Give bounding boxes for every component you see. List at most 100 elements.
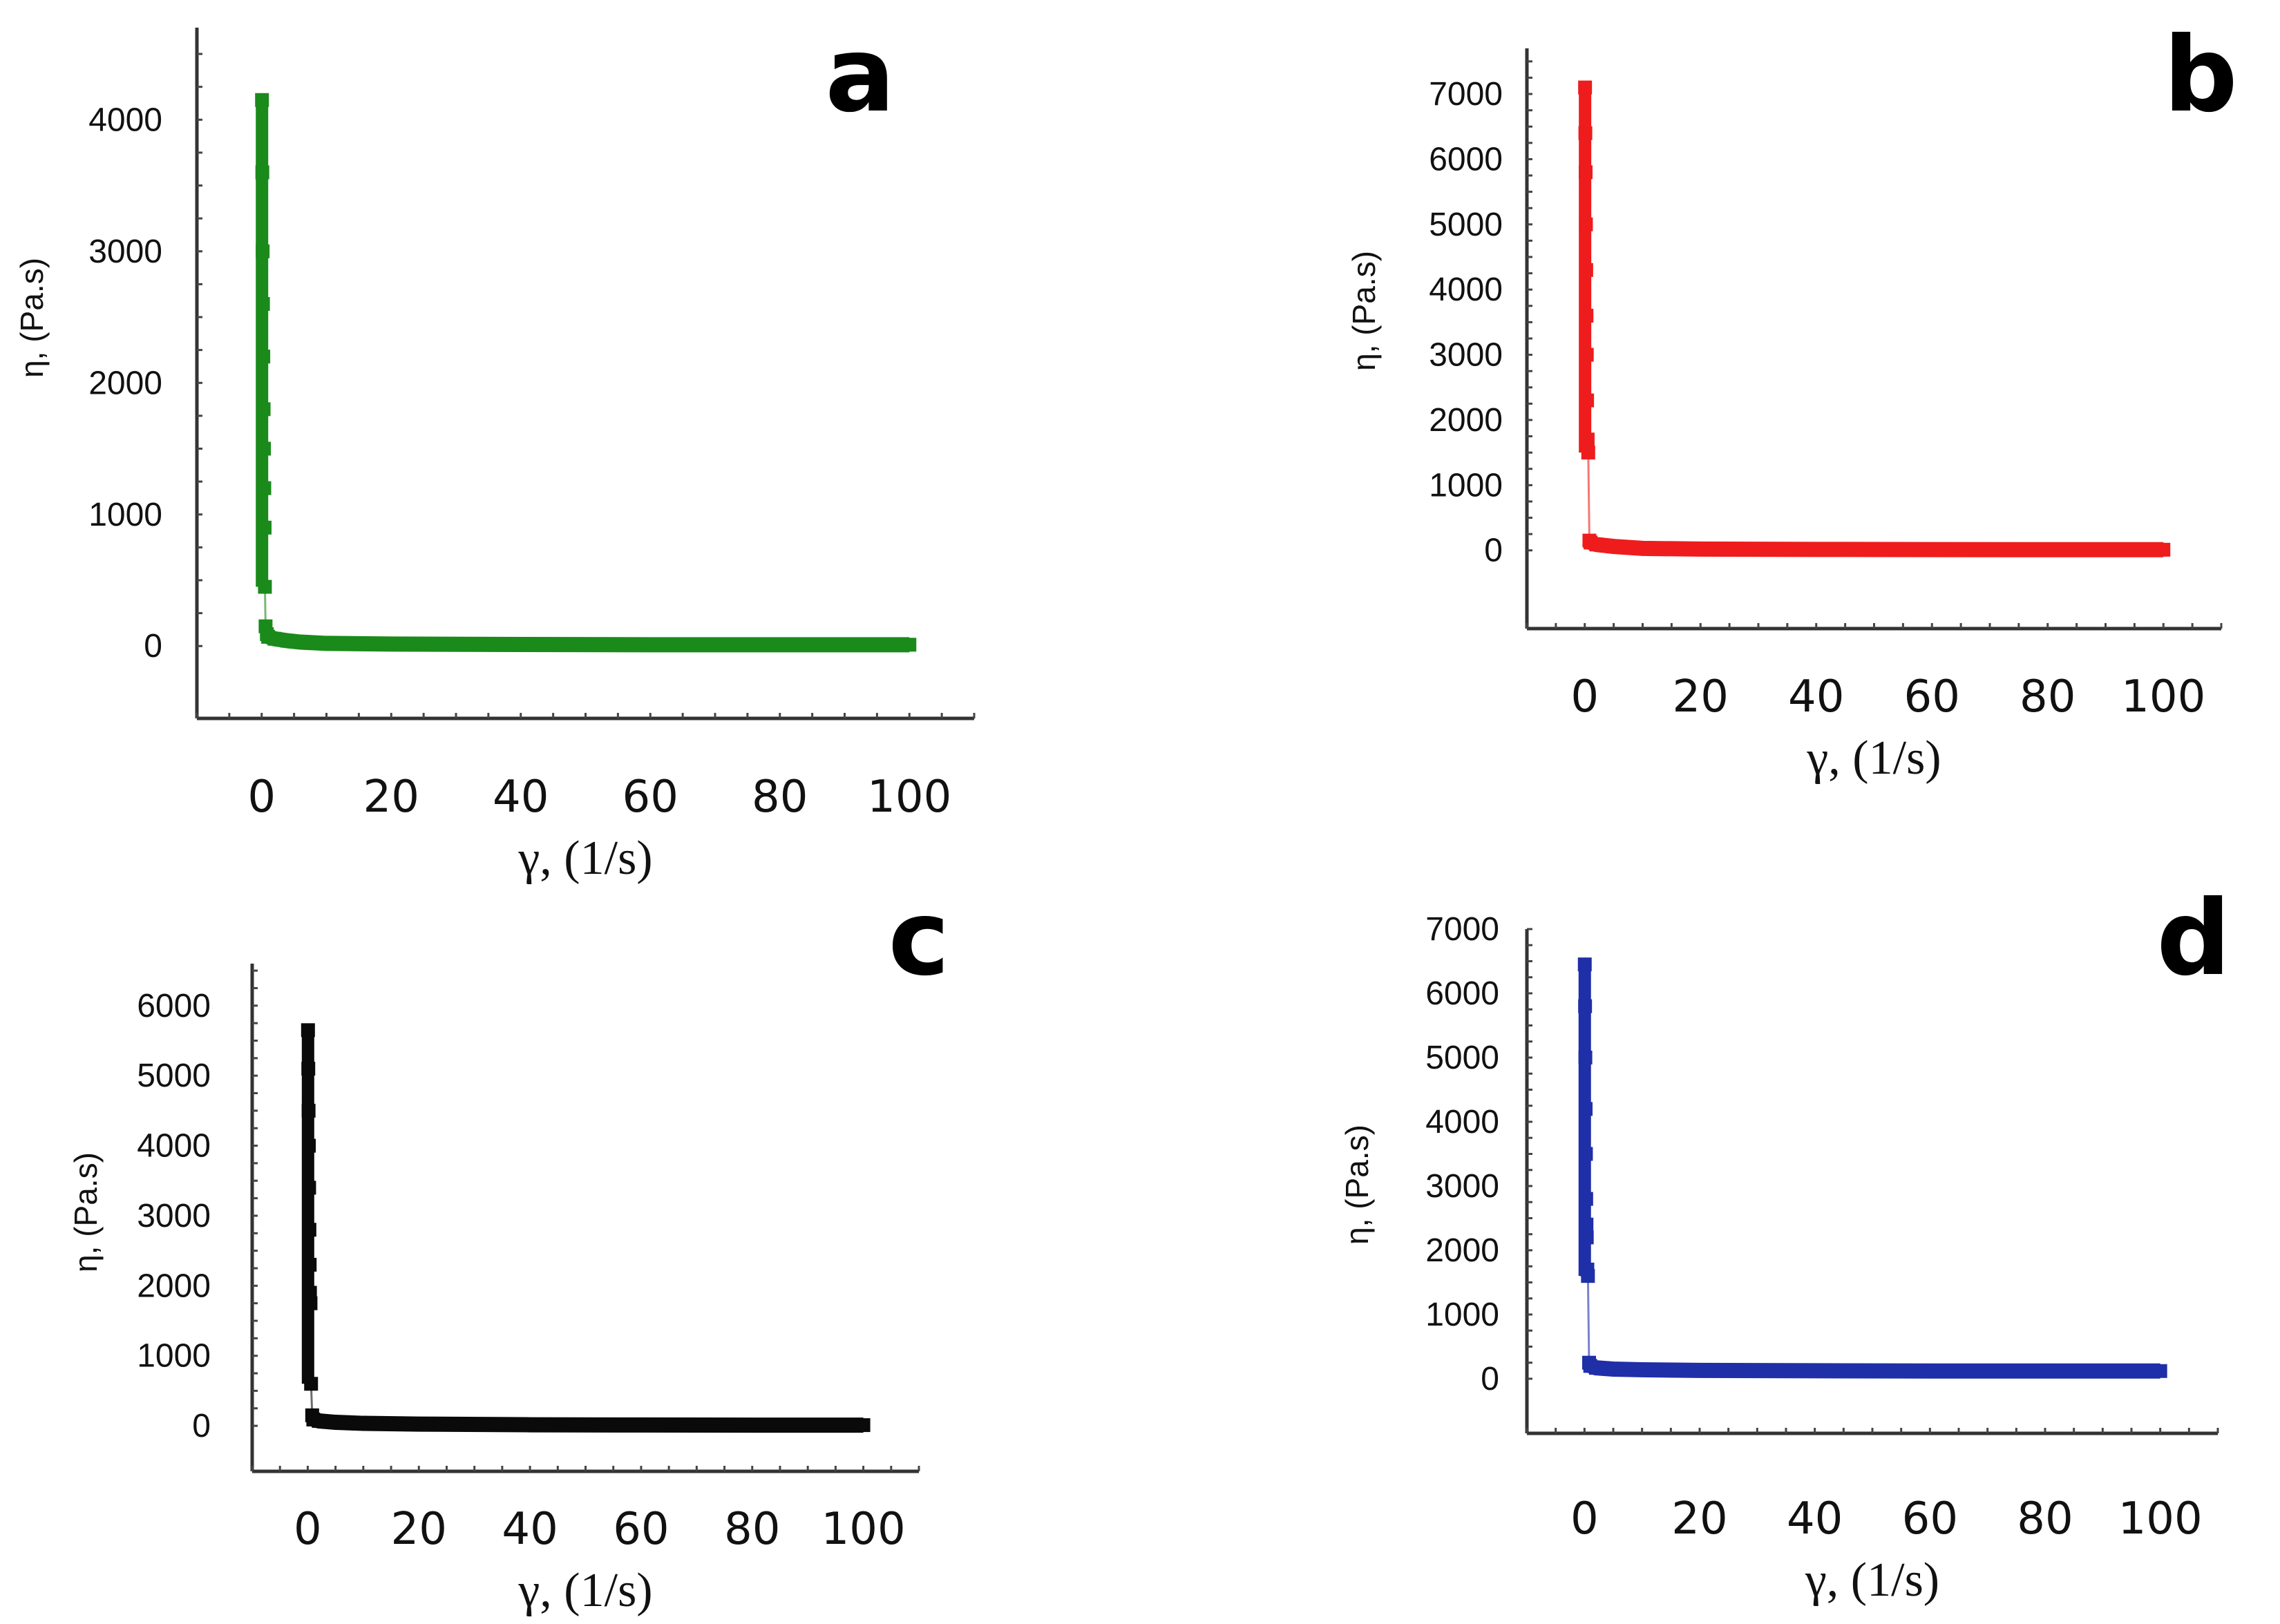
- y-axis-label: η, (Pa.s): [14, 258, 50, 378]
- x-tick-label: 0: [1570, 1493, 1599, 1545]
- data-trace: [1584, 964, 2160, 1373]
- data-point: [523, 1417, 538, 1432]
- y-tick-label: 6000: [1425, 975, 1499, 1012]
- y-tick-label: 0: [1484, 533, 1503, 569]
- x-tick-label: 80: [724, 1504, 780, 1555]
- data-point: [1578, 1050, 1593, 1064]
- data-point: [294, 635, 307, 649]
- data-point: [267, 631, 282, 646]
- y-tick-label: 2000: [137, 1268, 211, 1304]
- data-point: [328, 1415, 343, 1430]
- x-tick-label: 20: [391, 1504, 447, 1555]
- y-axis-label: η, (Pa.s): [1339, 1125, 1375, 1245]
- x-tick-label: 40: [493, 772, 549, 823]
- y-tick-label: 0: [1481, 1361, 1499, 1397]
- x-axis-label: γ, (1/s): [1805, 1554, 1939, 1607]
- data-point: [304, 1377, 319, 1391]
- data-point: [356, 1416, 370, 1431]
- x-axis-label: γ, (1/s): [1806, 732, 1941, 785]
- data-point: [257, 481, 272, 495]
- x-tick-label: 20: [1671, 1493, 1727, 1545]
- y-tick-label: 4000: [137, 1128, 211, 1165]
- x-tick-label: 60: [623, 772, 678, 823]
- data-point: [2153, 1364, 2167, 1378]
- y-tick-label: 4000: [1425, 1104, 1499, 1140]
- data-point: [643, 638, 658, 652]
- data-point: [255, 93, 269, 107]
- panel-letter: b: [2163, 15, 2237, 135]
- data-point: [1579, 165, 1593, 180]
- y-tick-label: 4000: [88, 102, 162, 138]
- data-trace: [307, 1030, 864, 1426]
- y-tick-label: 5000: [1425, 1040, 1499, 1076]
- x-axis-label: γ, (1/s): [517, 1564, 652, 1617]
- y-tick-label: 1000: [137, 1338, 211, 1375]
- data-point: [384, 637, 399, 651]
- data-point: [1581, 446, 1595, 460]
- y-tick-label: 4000: [1429, 271, 1503, 308]
- data-point: [1693, 1363, 1707, 1377]
- data-point: [2156, 542, 2171, 557]
- data-point: [1578, 999, 1593, 1013]
- data-point: [1579, 1102, 1593, 1116]
- data-point: [1579, 1192, 1593, 1206]
- data-point: [772, 638, 787, 652]
- x-axis-label: γ, (1/s): [517, 832, 652, 885]
- data-point: [1578, 126, 1593, 140]
- data-point: [902, 638, 917, 652]
- data-point: [256, 244, 270, 258]
- panel-c: 0 1000 2000 3000 4000 5000 6000 0 20 40 60 80 100 γ, …: [68, 879, 949, 1617]
- panel-letter: a: [825, 15, 895, 135]
- x-tick-label: 100: [821, 1504, 906, 1555]
- y-axis-label: η, (Pa.s): [68, 1152, 104, 1272]
- data-point: [301, 1062, 316, 1076]
- y-tick-label: 2000: [88, 365, 162, 401]
- data-point: [257, 441, 272, 456]
- data-point: [319, 636, 334, 651]
- data-point: [1579, 262, 1593, 277]
- plateau-band: [265, 629, 910, 653]
- data-point: [2040, 542, 2055, 557]
- x-tick-label: 80: [2017, 1493, 2073, 1545]
- y-tick-label: 1000: [1425, 1297, 1499, 1333]
- data-point: [634, 1417, 648, 1432]
- data-point: [1580, 432, 1595, 447]
- y-tick-label: 6000: [1429, 141, 1503, 178]
- data-point: [312, 1414, 326, 1429]
- x-tick-label: 20: [363, 772, 419, 823]
- x-tick-label: 20: [1673, 671, 1729, 723]
- x-tick-label: 100: [867, 772, 951, 823]
- y-tick-label: 6000: [137, 988, 211, 1024]
- x-tick-label: 0: [1570, 671, 1599, 723]
- x-tick-label: 100: [2118, 1493, 2203, 1545]
- y-tick-label: 0: [192, 1408, 211, 1444]
- y-tick-label: 3000: [88, 233, 162, 270]
- data-point: [1580, 393, 1595, 408]
- data-point: [303, 1286, 317, 1300]
- data-point: [256, 297, 270, 311]
- y-tick-label: 7000: [1429, 76, 1503, 113]
- x-tick-label: 80: [2020, 671, 2075, 723]
- data-point: [255, 165, 269, 180]
- y-tick-label: 3000: [1425, 1168, 1499, 1205]
- data-point: [301, 1023, 315, 1038]
- x-tick-label: 0: [294, 1504, 322, 1555]
- data-point: [303, 1257, 317, 1272]
- data-point: [1635, 541, 1650, 555]
- panel-d: 0 1000 2000 3000 4000 5000 6000 7000 0 20 40 60 80 10…: [1339, 879, 2231, 1607]
- panel-letter: c: [889, 879, 950, 999]
- x-tick-label: 40: [1787, 1493, 1843, 1545]
- x-tick-label: 100: [2121, 671, 2205, 723]
- x-tick-label: 40: [1788, 671, 1844, 723]
- panel-letter: d: [2156, 879, 2230, 999]
- data-point: [1578, 80, 1593, 95]
- x-tick-label: 0: [247, 772, 276, 823]
- plateau-band: [311, 1412, 864, 1433]
- data-point: [412, 1417, 426, 1431]
- data-point: [1579, 217, 1593, 231]
- plateau-band: [1588, 1358, 2160, 1379]
- y-tick-label: 2000: [1429, 402, 1503, 439]
- data-point: [856, 1418, 871, 1433]
- data-point: [1579, 1147, 1593, 1161]
